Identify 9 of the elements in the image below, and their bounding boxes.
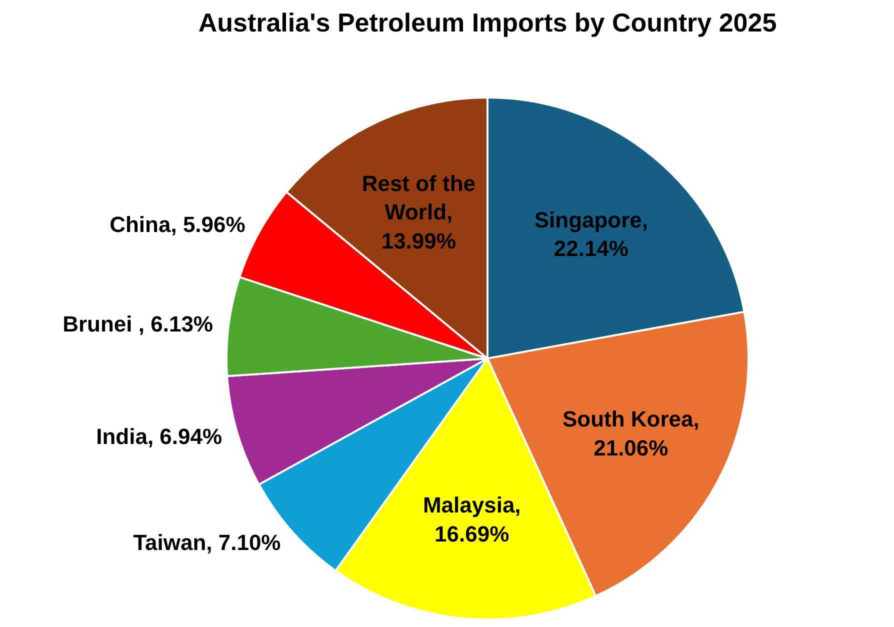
slice-label: Taiwan, 7.10% bbox=[133, 530, 281, 555]
slice-label: Rest of the World, 13.99% bbox=[362, 170, 476, 254]
slice-label: Singapore, 22.14% bbox=[534, 207, 648, 262]
slice-label: Brunei , 6.13% bbox=[62, 312, 213, 337]
slice-label: South Korea, 21.06% bbox=[562, 406, 700, 460]
slice-label: Malaysia, 16.69% bbox=[422, 492, 521, 546]
slice-label: China, 5.96% bbox=[110, 212, 246, 238]
chart-title: Australia's Petroleum Imports by Country 2025 bbox=[198, 8, 777, 38]
slice-label: India, 6.94% bbox=[96, 424, 222, 449]
